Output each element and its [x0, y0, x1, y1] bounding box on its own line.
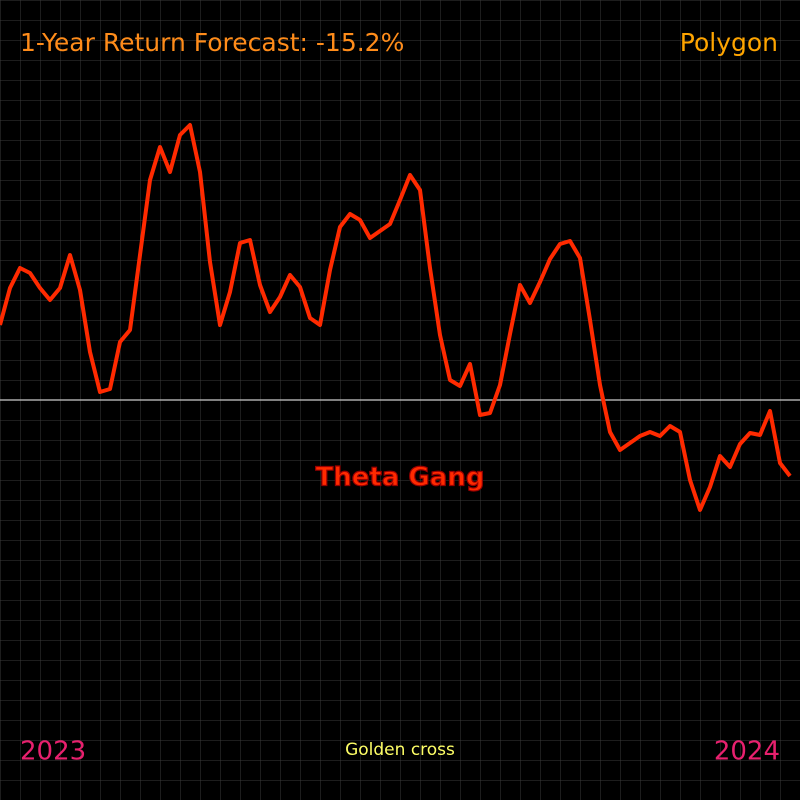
- watermark: Theta Gang: [316, 463, 485, 493]
- start-label: 2023: [20, 737, 86, 767]
- chart-title: 1-Year Return Forecast: -15.2%: [20, 28, 404, 57]
- end-label: 2024: [714, 737, 780, 767]
- annotation: Golden cross: [345, 740, 455, 760]
- source-label: Polygon: [680, 28, 778, 57]
- price-line: [0, 123, 792, 512]
